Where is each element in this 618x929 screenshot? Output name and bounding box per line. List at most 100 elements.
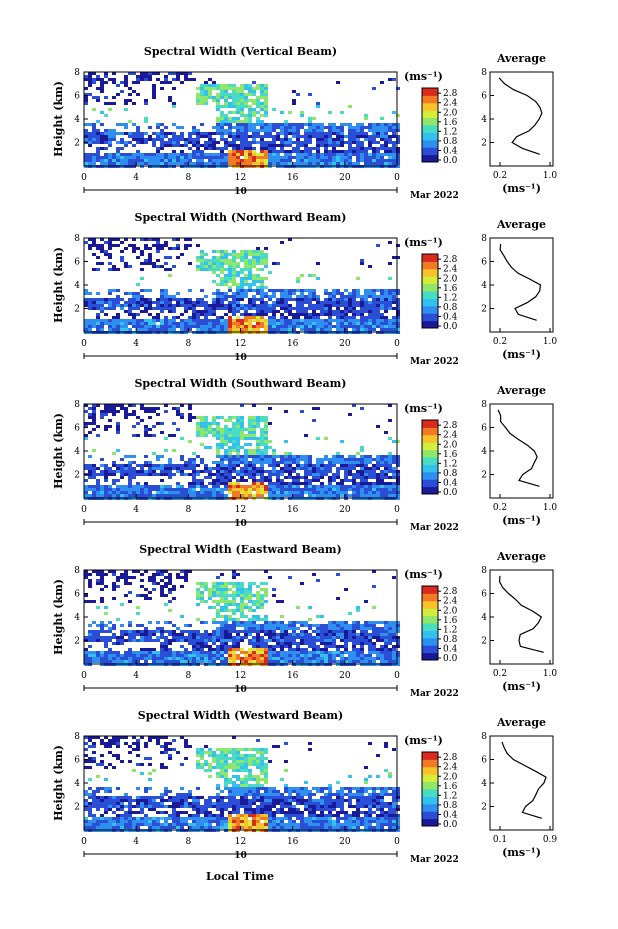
heatmap-cell xyxy=(204,310,208,313)
heatmap-cell xyxy=(272,464,276,467)
heatmap-cell xyxy=(356,494,360,497)
heatmap-cell xyxy=(360,295,364,298)
heatmap-cell xyxy=(88,470,92,473)
heatmap-cell xyxy=(280,132,284,135)
heatmap-cell xyxy=(332,150,336,153)
heatmap-cell xyxy=(244,307,248,310)
heatmap-cell xyxy=(196,455,200,458)
heatmap-cell xyxy=(84,123,88,126)
heatmap-cell xyxy=(160,153,164,156)
heatmap-cell xyxy=(216,491,220,494)
heatmap-cell xyxy=(392,301,396,304)
average-frame xyxy=(489,237,554,333)
heatmap-cell xyxy=(112,319,116,322)
heatmap-cell xyxy=(184,461,188,464)
heatmap-cell xyxy=(100,410,104,413)
heatmap-cell xyxy=(244,494,248,497)
heatmap-cell xyxy=(280,159,284,162)
heatmap-cell xyxy=(112,404,116,407)
heatmap-cell xyxy=(236,274,240,277)
heatmap-cell xyxy=(304,298,308,301)
colorbar-swatch xyxy=(422,492,438,495)
heatmap-cell xyxy=(372,126,376,129)
heatmap-cell xyxy=(264,265,268,268)
colorbar-tick-label: 2.0 xyxy=(443,108,458,118)
heatmap-cell xyxy=(92,108,96,111)
heatmap-cell xyxy=(176,72,180,75)
heatmap-cell xyxy=(100,639,104,642)
heatmap-cell xyxy=(276,322,280,325)
heatmap-cell xyxy=(84,289,88,292)
heatmap-cell xyxy=(276,301,280,304)
heatmap-cell xyxy=(264,90,268,93)
heatmap-cell xyxy=(176,322,180,325)
heatmap-cell xyxy=(204,301,208,304)
heatmap-cell xyxy=(284,482,288,485)
heatmap-cell xyxy=(200,591,204,594)
heatmap-cell xyxy=(220,494,224,497)
heatmap-cell xyxy=(224,479,228,482)
heatmap-cell xyxy=(164,464,168,467)
heatmap-cell xyxy=(96,135,100,138)
heatmap-cell xyxy=(300,476,304,479)
heatmap-cell xyxy=(224,485,228,488)
heatmap-cell xyxy=(104,630,108,633)
heatmap-cell xyxy=(140,262,144,265)
heatmap-cell xyxy=(320,153,324,156)
heatmap-cell xyxy=(384,292,388,295)
heatmap-cell xyxy=(140,138,144,141)
heatmap-cell xyxy=(268,440,272,443)
heatmap-cell xyxy=(336,322,340,325)
heatmap-cell xyxy=(104,428,108,431)
heatmap-cell xyxy=(128,307,132,310)
heatmap-cell xyxy=(152,573,156,576)
heatmap-cell xyxy=(220,651,224,654)
heatmap-cell xyxy=(184,624,188,627)
heatmap-cell xyxy=(200,87,204,90)
heatmap-cell xyxy=(92,135,96,138)
heatmap-cell xyxy=(132,316,136,319)
heatmap-cell xyxy=(396,153,400,156)
heatmap-cell xyxy=(152,84,156,87)
heatmap-cell xyxy=(100,657,104,660)
heatmap-cell xyxy=(268,132,272,135)
heatmap-cell xyxy=(208,307,212,310)
heatmap-cell xyxy=(180,138,184,141)
heatmap-cell xyxy=(252,114,256,117)
heatmap-cell xyxy=(244,485,248,488)
heatmap-cell xyxy=(184,636,188,639)
heatmap-cell xyxy=(216,102,220,105)
colorbar-swatch xyxy=(422,313,438,316)
heatmap-cell xyxy=(236,603,240,606)
heatmap-cell xyxy=(132,250,136,253)
heatmap-cell xyxy=(280,642,284,645)
heatmap-cell xyxy=(120,132,124,135)
heatmap-cell xyxy=(244,452,248,455)
heatmap-cell xyxy=(380,301,384,304)
heatmap-cell xyxy=(136,307,140,310)
heatmap-cell xyxy=(252,470,256,473)
heatmap-cell xyxy=(124,126,128,129)
heatmap-cell xyxy=(280,129,284,132)
heatmap-cell xyxy=(84,93,88,96)
heatmap-cell xyxy=(220,295,224,298)
heatmap-cell xyxy=(140,325,144,328)
heatmap-cell xyxy=(180,654,184,657)
heatmap-cell xyxy=(124,78,128,81)
heatmap-cell xyxy=(388,241,392,244)
heatmap-cell xyxy=(168,304,172,307)
heatmap-cell xyxy=(152,630,156,633)
heatmap-cell xyxy=(156,147,160,150)
heatmap-cell xyxy=(384,135,388,138)
y-axis-label: Height (km) xyxy=(52,247,65,323)
average-title: Average xyxy=(496,218,546,231)
heatmap-cell xyxy=(156,630,160,633)
heatmap-cell xyxy=(212,271,216,274)
heatmap-cell xyxy=(216,600,220,603)
heatmap-cell xyxy=(256,135,260,138)
y-tick-label: 8 xyxy=(74,400,80,410)
heatmap-cell xyxy=(368,310,372,313)
heatmap-cell xyxy=(196,654,200,657)
heatmap-cell xyxy=(120,153,124,156)
heatmap-cell xyxy=(220,654,224,657)
